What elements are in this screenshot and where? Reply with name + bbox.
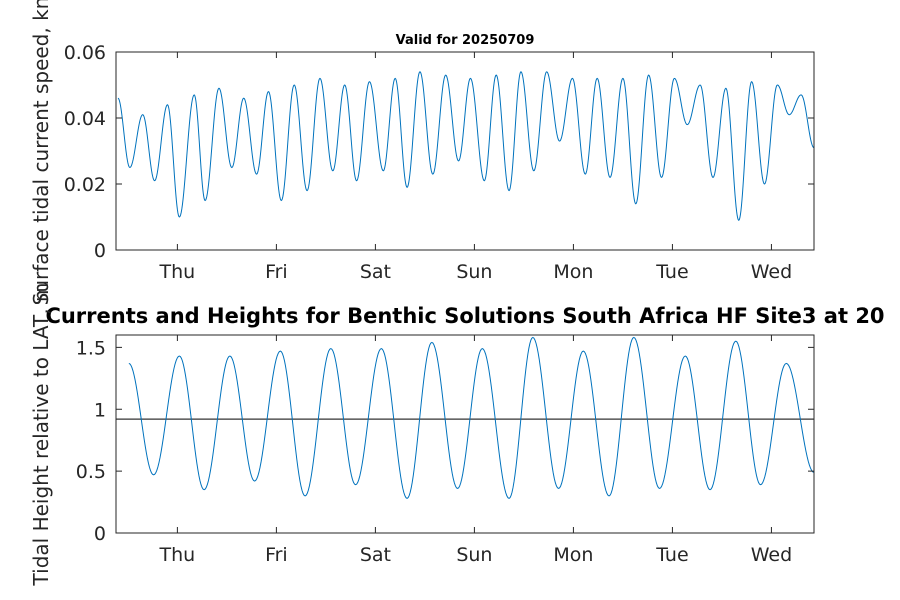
current-speed-xtick-label: Tue: [655, 261, 688, 283]
tidal-height-series-line: [128, 336, 815, 499]
current-speed-title: Valid for 20250709: [396, 33, 535, 48]
tidal-height-title: Currents and Heights for Benthic Solutio…: [45, 304, 884, 328]
current-speed-xtick-label: Sat: [360, 261, 391, 283]
tidal-height-xtick-label: Sun: [456, 544, 492, 566]
current-speed-ytick-label: 0.06: [64, 42, 106, 64]
current-speed-panel: Valid for 20250709 Surface tidal current…: [29, 0, 815, 305]
tidal-height-xtick-label: Sat: [360, 544, 391, 566]
tidal-height-axes-border: [115, 334, 815, 534]
current-speed-ytick-label: 0.04: [64, 108, 106, 130]
tidal-height-ylabel: Tidal Height relative to LAT, m: [29, 283, 53, 587]
current-speed-xtick-label: Wed: [751, 261, 792, 283]
tidal-height-xtick-label: Fri: [265, 544, 288, 566]
tidal-height-xtick-label: Mon: [553, 544, 593, 566]
current-speed-xtick-label: Thu: [159, 261, 196, 283]
tidal-height-ytick-label: 0.5: [76, 461, 106, 483]
tidal-height-xtick-label: Tue: [655, 544, 688, 566]
tidal-height-axes-box: [115, 334, 815, 534]
current-speed-xtick-label: Sun: [456, 261, 492, 283]
current-speed-ytick-label: 0: [94, 240, 106, 262]
current-speed-ytick-label: 0.02: [64, 174, 106, 196]
tidal-height-panel: Currents and Heights for Benthic Solutio…: [29, 283, 885, 587]
current-speed-ylabel: Surface tidal current speed, kn: [29, 0, 53, 305]
tidal-height-ytick-label: 1.5: [76, 337, 106, 359]
current-speed-xtick-label: Fri: [265, 261, 288, 283]
tidal-height-ytick-label: 0: [94, 523, 106, 545]
current-speed-series-line: [117, 71, 815, 222]
tidal-height-ytick-label: 1: [94, 399, 106, 421]
current-speed-xtick-label: Mon: [553, 261, 593, 283]
current-speed-axes-box: [115, 51, 815, 251]
current-speed-axes-border: [115, 51, 815, 251]
tidal-height-xtick-label: Thu: [159, 544, 196, 566]
tidal-height-xtick-label: Wed: [751, 544, 792, 566]
